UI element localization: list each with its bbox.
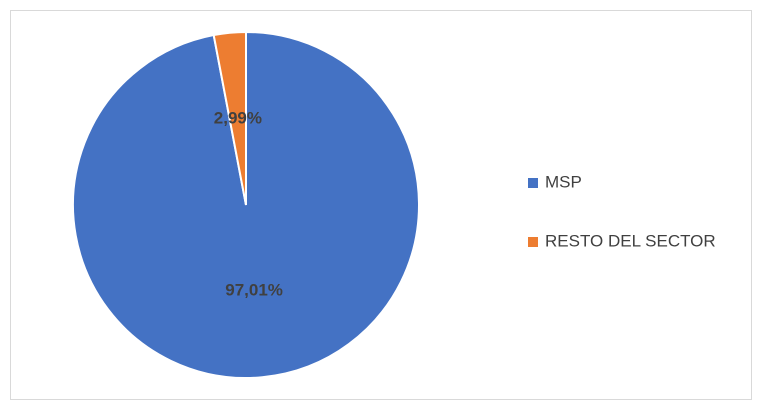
legend-label: MSP [545,172,582,191]
data-label: 97,01% [225,281,283,300]
legend-swatch [528,237,538,247]
data-label: 2,99% [214,108,262,127]
legend-swatch [528,178,538,188]
pie-slice [212,30,247,206]
legend-label: RESTO DEL SECTOR [545,231,716,250]
